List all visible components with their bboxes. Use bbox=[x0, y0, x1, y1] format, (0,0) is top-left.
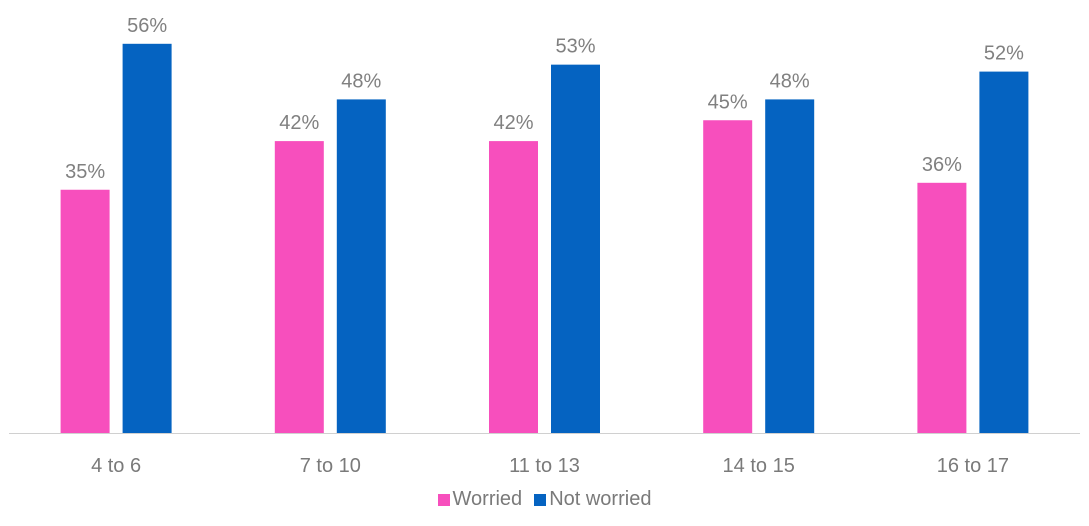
value-labels-group: 35% 56% 42% 48% 42% 53% 45% 48% 36% 52% bbox=[65, 15, 1024, 183]
bar-not-worried-2 bbox=[336, 99, 386, 434]
bar-worried-1 bbox=[60, 189, 110, 433]
bar-worried-5 bbox=[917, 182, 967, 433]
bar-chart: 35% 56% 42% 48% 42% 53% 45% 48% 36% 52% 4 to 6 7 t… bbox=[9, 15, 1080, 477]
legend-label-not-worried: Not worried bbox=[549, 488, 652, 510]
value-label-worried-3: 42% bbox=[493, 112, 533, 134]
legend-swatch-worried bbox=[437, 493, 450, 506]
legend-item-worried: Worried bbox=[437, 488, 523, 511]
bar-not-worried-3 bbox=[551, 64, 600, 434]
value-label-not-worried-3: 53% bbox=[555, 36, 595, 58]
x-tick-label-5: 16 to 17 bbox=[937, 455, 1009, 477]
value-label-not-worried-2: 48% bbox=[341, 70, 381, 92]
value-label-worried-1: 35% bbox=[65, 161, 105, 183]
x-tick-label-2: 7 to 10 bbox=[300, 455, 361, 477]
bar-worried-4 bbox=[703, 120, 753, 433]
legend-label-worried: Worried bbox=[452, 488, 523, 510]
bar-not-worried-4 bbox=[765, 99, 815, 434]
legend-swatch-not-worried bbox=[534, 493, 547, 506]
value-label-worried-2: 42% bbox=[279, 112, 319, 134]
value-label-not-worried-5: 52% bbox=[984, 43, 1024, 65]
value-label-worried-5: 36% bbox=[922, 154, 962, 176]
bars-group bbox=[60, 43, 1029, 434]
value-label-not-worried-1: 56% bbox=[127, 15, 167, 37]
bar-not-worried-5 bbox=[979, 71, 1029, 433]
value-label-worried-4: 45% bbox=[708, 91, 748, 113]
legend-item-not-worried: Not worried bbox=[534, 488, 651, 511]
bar-not-worried-1 bbox=[122, 43, 172, 434]
legend: Worried Not worried bbox=[0, 488, 1089, 511]
x-tick-label-3: 11 to 13 bbox=[509, 455, 580, 477]
x-tick-label-4: 14 to 15 bbox=[723, 455, 795, 477]
bar-worried-2 bbox=[274, 141, 324, 433]
bar-worried-3 bbox=[489, 141, 538, 433]
value-label-not-worried-4: 48% bbox=[770, 70, 810, 92]
x-tick-label-1: 4 to 6 bbox=[91, 455, 141, 477]
x-tick-labels-group: 4 to 6 7 to 10 11 to 13 14 to 15 16 to 17 bbox=[91, 455, 1009, 477]
